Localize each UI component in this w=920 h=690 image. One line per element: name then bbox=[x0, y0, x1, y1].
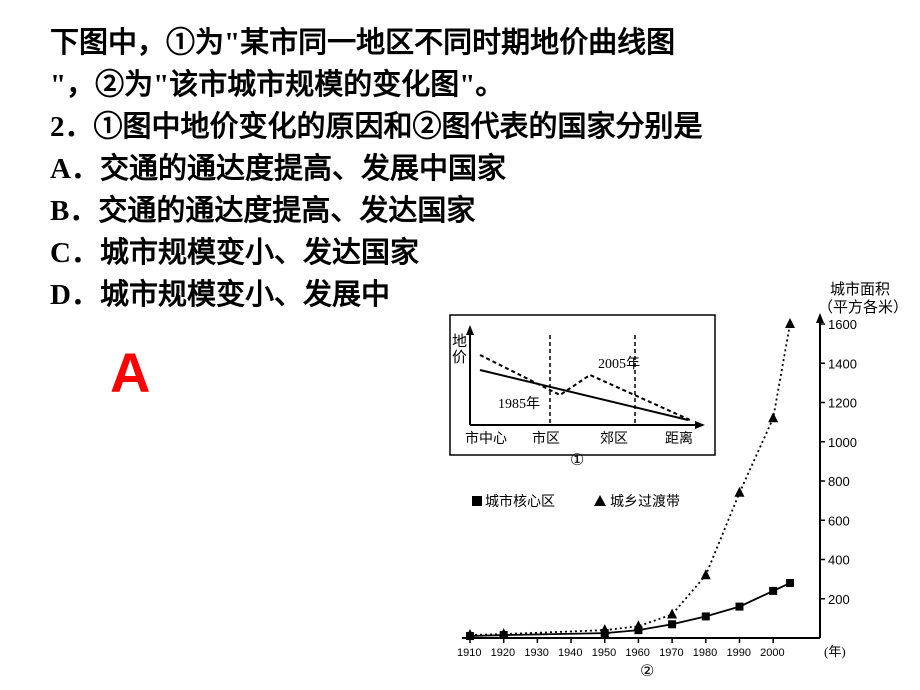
svg-text:1600: 1600 bbox=[828, 317, 857, 332]
svg-text:2005年: 2005年 bbox=[598, 356, 640, 372]
question-block: 下图中，①为"某市同一地区不同时期地价曲线图 "，②为"该市城市规模的变化图"。… bbox=[50, 22, 870, 316]
svg-text:1970: 1970 bbox=[659, 647, 683, 659]
intro-line2: "，②为"该市城市规模的变化图"。 bbox=[50, 64, 870, 106]
svg-text:400: 400 bbox=[828, 553, 850, 568]
svg-text:市区: 市区 bbox=[532, 430, 560, 447]
svg-text:1400: 1400 bbox=[828, 356, 857, 371]
charts-container: 城市面积（平方各米） 地价 2005年 1985年市中心 市区 郊区 距离 ① 200 400 60… bbox=[430, 280, 900, 680]
svg-text:（平方各米）: （平方各米） bbox=[818, 299, 900, 316]
svg-text:(年): (年) bbox=[824, 644, 846, 659]
question-prompt: 2．①图中地价变化的原因和②图代表的国家分别是 bbox=[50, 106, 870, 148]
svg-text:1930: 1930 bbox=[524, 647, 548, 659]
svg-text:600: 600 bbox=[828, 513, 850, 528]
svg-text:1000: 1000 bbox=[828, 435, 857, 450]
svg-text:①: ① bbox=[570, 452, 584, 469]
svg-text:城市面积: 城市面积 bbox=[830, 281, 890, 298]
option-c: C．城市规模变小、发达国家 bbox=[50, 232, 870, 274]
svg-text:价: 价 bbox=[452, 350, 467, 366]
svg-text:市中心: 市中心 bbox=[465, 430, 507, 447]
option-a: A．交通的通达度提高、发展中国家 bbox=[50, 148, 870, 190]
svg-text:800: 800 bbox=[828, 474, 850, 489]
svg-text:200: 200 bbox=[828, 592, 850, 607]
svg-text:1985年: 1985年 bbox=[498, 396, 540, 412]
svg-text:②: ② bbox=[640, 663, 654, 680]
svg-text:1940: 1940 bbox=[558, 647, 582, 659]
svg-text:城市核心区: 城市核心区 bbox=[485, 493, 555, 510]
svg-text:城乡过渡带: 城乡过渡带 bbox=[610, 494, 680, 510]
charts-svg: 城市面积（平方各米） 地价 2005年 1985年市中心 市区 郊区 距离 ① 200 400 60… bbox=[430, 280, 900, 680]
intro-line1: 下图中，①为"某市同一地区不同时期地价曲线图 bbox=[50, 22, 870, 64]
svg-text:1950: 1950 bbox=[592, 647, 616, 659]
svg-text:2000: 2000 bbox=[760, 647, 784, 659]
svg-text:1910: 1910 bbox=[457, 647, 481, 659]
svg-text:1960: 1960 bbox=[625, 647, 649, 659]
option-b: B．交通的通达度提高、发达国家 bbox=[50, 190, 870, 232]
svg-text:郊区: 郊区 bbox=[600, 430, 628, 447]
svg-text:1980: 1980 bbox=[693, 647, 717, 659]
svg-text:1990: 1990 bbox=[726, 647, 750, 659]
svg-text:1200: 1200 bbox=[828, 396, 857, 411]
svg-text:1920: 1920 bbox=[491, 647, 515, 659]
answer-letter: A bbox=[110, 340, 150, 405]
svg-text:距离: 距离 bbox=[665, 430, 693, 447]
svg-text:地: 地 bbox=[452, 333, 467, 350]
